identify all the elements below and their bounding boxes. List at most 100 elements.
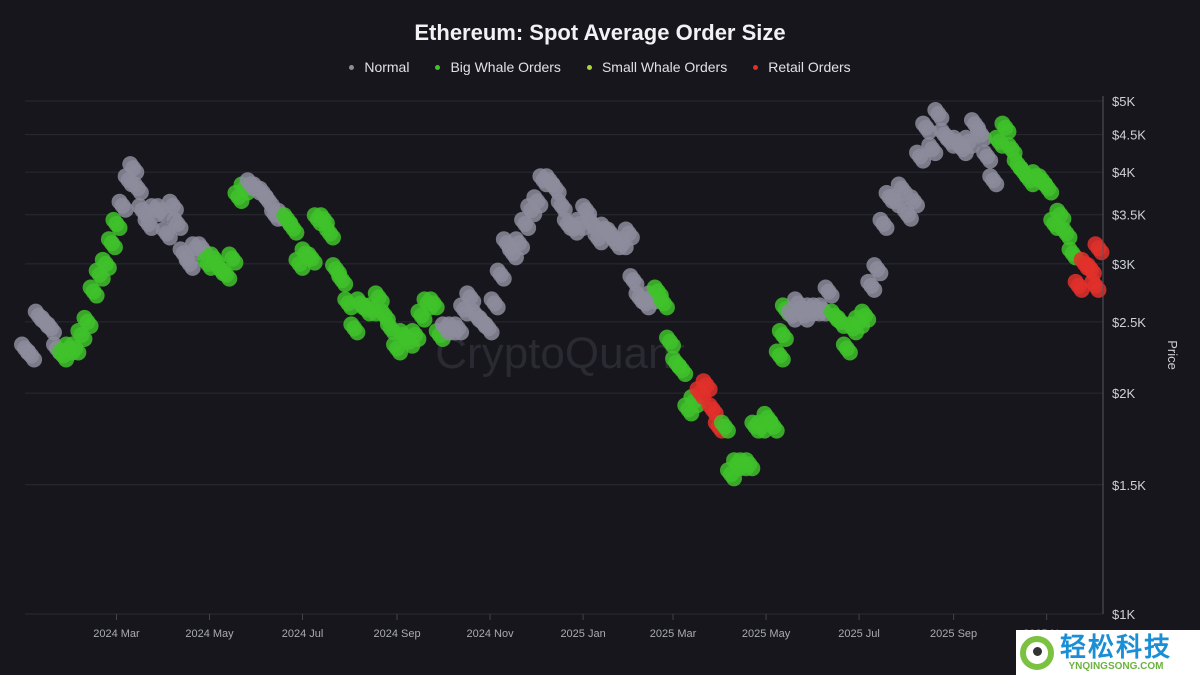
data-point-N (970, 122, 987, 139)
data-point-N (575, 198, 592, 215)
y-tick-label: $3.5K (1112, 208, 1146, 223)
x-tick-label: 2025 Mar (650, 628, 697, 640)
data-point-R (1067, 273, 1084, 290)
legend-dot-icon (435, 64, 441, 70)
data-point-N (915, 115, 932, 132)
data-point-N (902, 189, 919, 206)
data-point-N (161, 193, 178, 210)
data-point-B (105, 211, 122, 228)
data-point-N (508, 231, 525, 248)
data-point-N (155, 221, 172, 238)
data-point-N (982, 168, 999, 185)
legend-item-B[interactable]: Big Whale Orders (435, 59, 561, 75)
data-point-N (149, 198, 166, 215)
badge-name: 轻松科技 (1060, 632, 1173, 662)
data-point-N (617, 221, 634, 238)
data-point-B (1049, 202, 1066, 219)
data-point-B (94, 251, 111, 268)
legend-item-R[interactable]: Retail Orders (753, 59, 851, 75)
data-point-N (131, 198, 148, 215)
data-point-N (872, 211, 889, 228)
data-point-N (866, 257, 883, 274)
x-tick-label: 2025 Jan (560, 628, 605, 640)
data-point-R (1084, 273, 1101, 290)
data-point-B (1037, 176, 1054, 193)
legend-dot-icon (753, 64, 759, 70)
data-point-B (379, 316, 396, 333)
data-point-N (622, 268, 639, 285)
data-point-N (927, 102, 944, 119)
x-tick-label: 2024 May (185, 628, 234, 640)
x-tick-label: 2025 May (742, 628, 791, 640)
data-point-B (221, 246, 238, 263)
data-point-B (422, 291, 439, 308)
data-point-B (652, 291, 669, 308)
data-point-N (581, 211, 598, 228)
data-point-B (1055, 221, 1072, 238)
legend-label: Big Whale Orders (450, 59, 561, 75)
x-tick-label: 2025 Jul (838, 628, 880, 640)
data-point-B (76, 309, 93, 326)
data-point-B (343, 316, 360, 333)
data-point-N (39, 316, 56, 333)
badge-logo-icon (1020, 635, 1054, 670)
data-point-R (701, 397, 718, 414)
legend-item-N[interactable]: Normal (349, 59, 409, 75)
data-point-N (811, 297, 828, 314)
legend-label: Small Whale Orders (601, 59, 728, 75)
data-point-B (659, 329, 675, 346)
watermark: CryptoQuant (435, 329, 684, 378)
data-point-N (957, 129, 974, 146)
data-point-R (1079, 257, 1096, 274)
site-badge: 轻松科技 YNQINGSONG.COM (1016, 630, 1200, 675)
legend-dot-icon (586, 64, 592, 70)
data-point-B (373, 303, 390, 320)
data-point-N (550, 193, 567, 210)
data-point-N (921, 137, 938, 154)
data-point-N (111, 193, 128, 210)
x-tick-label: 2024 Jul (282, 628, 324, 640)
data-point-N (257, 189, 274, 206)
data-point-N (544, 176, 561, 193)
y-tick-label: $3K (1112, 257, 1135, 272)
legend-item-S[interactable]: Small Whale Orders (586, 59, 728, 75)
data-point-N (860, 273, 877, 290)
data-point-N (190, 236, 207, 253)
data-point-B (646, 279, 663, 296)
data-point-B (713, 414, 730, 431)
legend-label: Normal (364, 59, 410, 75)
y-tick-label: $4.5K (1112, 128, 1146, 143)
data-point-N (787, 291, 804, 308)
y-tick-label: $5K (1112, 94, 1135, 109)
data-point-B (988, 129, 1005, 146)
y-tick-label: $1.5K (1112, 478, 1146, 493)
data-point-N (122, 156, 139, 173)
data-point-B (331, 268, 348, 285)
data-point-N (976, 144, 993, 161)
data-point-N (483, 291, 500, 308)
x-tick-label: 2024 Nov (467, 628, 515, 640)
data-point-N (126, 176, 143, 193)
data-point-N (447, 316, 464, 333)
data-point-B (318, 221, 335, 238)
data-point-N (909, 144, 926, 161)
y-tick-label: $2K (1112, 386, 1135, 401)
badge-url: YNQINGSONG.COM (1068, 661, 1164, 672)
data-point-R (1087, 236, 1104, 253)
data-point-B (282, 216, 299, 233)
data-point-B (367, 285, 384, 302)
data-point-N (20, 343, 37, 360)
data-point-B (994, 115, 1011, 132)
data-point-B (835, 336, 852, 353)
data-point-B (671, 358, 688, 375)
data-points (14, 102, 1110, 487)
data-point-B (768, 343, 785, 360)
y-tick-label: $1K (1112, 607, 1135, 622)
data-point-B (1061, 241, 1078, 258)
data-point-N (477, 316, 494, 333)
data-point-N (817, 279, 834, 296)
data-point-B (771, 322, 788, 339)
data-point-B (762, 414, 779, 431)
data-point-B (854, 303, 871, 320)
